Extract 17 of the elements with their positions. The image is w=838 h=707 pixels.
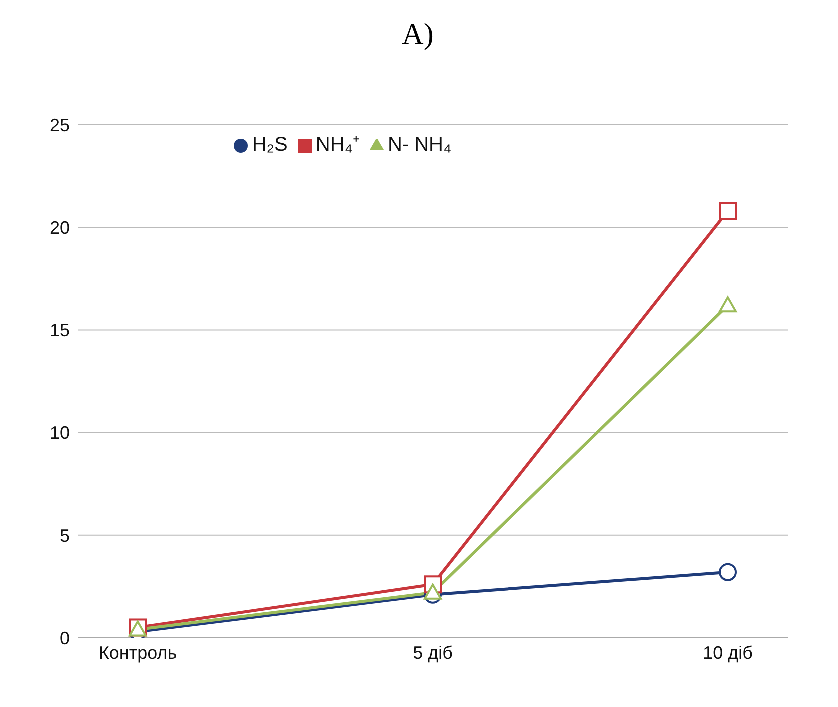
y-tick-label: 0 [60, 628, 70, 648]
y-tick-label: 25 [50, 115, 70, 136]
point [719, 202, 737, 220]
y-tick-label: 10 [50, 423, 70, 444]
x-tick-label: 10 діб [703, 642, 753, 663]
y-tick-label: 5 [60, 526, 70, 546]
y-tick-label: 20 [50, 218, 70, 238]
legend-label: N- NH₄ [388, 134, 452, 156]
point [719, 296, 737, 313]
chart-title: A) [401, 17, 435, 53]
legend-label: NH₄⁺ [316, 134, 360, 156]
legend-label: H₂S [252, 134, 288, 156]
x-tick-label: Контроль [98, 642, 178, 663]
x-tick-label: 5 діб [413, 642, 453, 663]
point [424, 584, 442, 600]
y-tick-label: 15 [50, 320, 70, 341]
point [719, 563, 737, 582]
